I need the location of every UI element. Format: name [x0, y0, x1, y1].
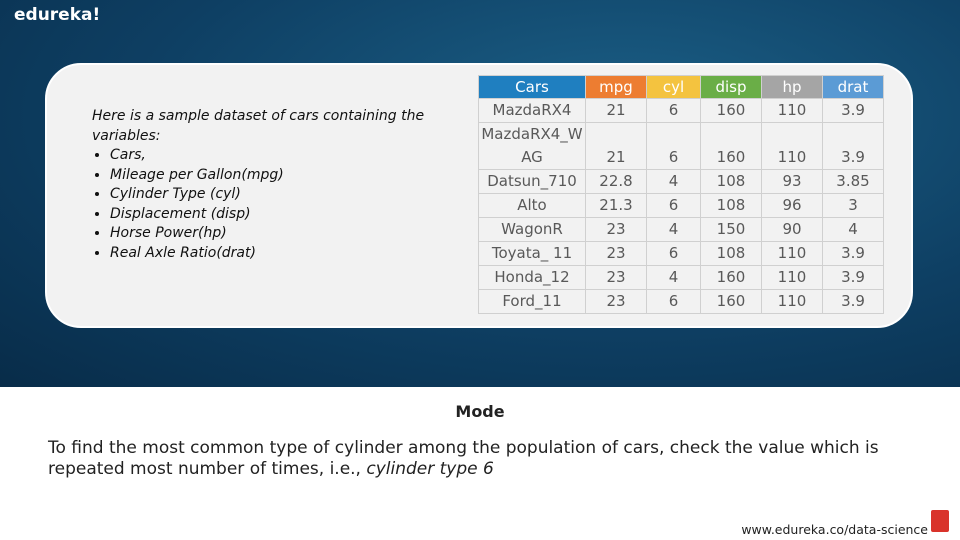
table-cell: 110: [761, 265, 823, 290]
table-cell: 93: [761, 169, 823, 194]
table-cell: 108: [700, 241, 762, 266]
table-cell: 4: [646, 265, 701, 290]
table-cell: Datsun_710: [478, 169, 586, 194]
bullet-list: Cars,Mileage per Gallon(mpg)Cylinder Typ…: [92, 146, 442, 263]
subscribe-icon[interactable]: [931, 510, 949, 532]
table-cell: 21.3: [585, 193, 647, 218]
table-cell: 160: [700, 289, 762, 314]
table-cell: 108: [700, 193, 762, 218]
table-cell: Toyata_ 11: [478, 241, 586, 266]
table-cell: 6: [646, 98, 701, 123]
table-body: MazdaRX4 21 6 160 110 3.9 MazdaRX4_WAG 21 6 160 11…: [478, 98, 884, 314]
table-cell: 110: [761, 98, 823, 123]
table-cell: 4: [822, 217, 884, 242]
table-cell: 6: [646, 289, 701, 314]
table-cell: 23: [585, 217, 647, 242]
table-cell: 21: [585, 98, 647, 123]
table-cell: 6: [646, 241, 701, 266]
table-cell: 160: [700, 98, 762, 123]
table-row: Honda_12 23 4 160 110 3.9: [478, 265, 884, 290]
table-cell: 3: [822, 193, 884, 218]
table-row: WagonR 23 4 150 90 4: [478, 217, 884, 242]
table-cell: 23: [585, 241, 647, 266]
table-cell: 110: [761, 289, 823, 314]
table-row: Toyata_ 11 23 6 108 110 3.9: [478, 241, 884, 266]
table-cell: 22.8: [585, 169, 647, 194]
bullet: Cars,: [110, 146, 442, 166]
table-cell: 150: [700, 217, 762, 242]
column-header: Cars: [478, 75, 586, 99]
table-cell: MazdaRX4_WAG: [478, 122, 586, 170]
column-header: cyl: [646, 75, 701, 99]
table-cell: Alto: [478, 193, 586, 218]
table-row: Datsun_710 22.8 4 108 93 3.85: [478, 169, 884, 194]
table-cell: Honda_12: [478, 265, 586, 290]
table-cell: 6: [646, 122, 701, 170]
table-cell: 4: [646, 169, 701, 194]
banner: edureka! Here is a sample dataset of car…: [0, 0, 960, 387]
table-cell: 160: [700, 122, 762, 170]
table-cell: 23: [585, 289, 647, 314]
table-cell: 23: [585, 265, 647, 290]
table-row: Alto 21.3 6 108 96 3: [478, 193, 884, 218]
table-cell: 110: [761, 241, 823, 266]
data-table: Cars mpg cyl disp hp drat MazdaRX4 21 6 160 110 3.…: [478, 75, 884, 314]
section-title: Mode: [455, 402, 505, 421]
table-cell: 3.9: [822, 265, 884, 290]
bullet: Mileage per Gallon(mpg): [110, 166, 442, 186]
table-row: Ford_11 23 6 160 110 3.9: [478, 289, 884, 314]
table-cell: 3.85: [822, 169, 884, 194]
table-cell: 3.9: [822, 122, 884, 170]
table-row: MazdaRX4_WAG 21 6 160 110 3.9: [478, 122, 884, 170]
table-cell: 3.9: [822, 98, 884, 123]
table-cell: 4: [646, 217, 701, 242]
footer-url: www.edureka.co/data-science: [741, 522, 928, 537]
header-row: Cars mpg cyl disp hp drat: [478, 75, 884, 99]
section-text: To find the most common type of cylinder…: [48, 438, 928, 480]
column-header: mpg: [585, 75, 647, 99]
column-header: disp: [700, 75, 762, 99]
table-cell: 160: [700, 265, 762, 290]
column-header: drat: [822, 75, 884, 99]
bullet: Displacement (disp): [110, 205, 442, 225]
table-cell: 108: [700, 169, 762, 194]
table-cell: 3.9: [822, 241, 884, 266]
column-header: hp: [761, 75, 823, 99]
bullet: Cylinder Type (cyl): [110, 185, 442, 205]
table-cell: 90: [761, 217, 823, 242]
logo: edureka!: [14, 5, 101, 25]
table-cell: 21: [585, 122, 647, 170]
table-cell: MazdaRX4: [478, 98, 586, 123]
table-cell: 96: [761, 193, 823, 218]
table-cell: 3.9: [822, 289, 884, 314]
emphasis: cylinder type 6: [366, 459, 494, 479]
table-cell: 110: [761, 122, 823, 170]
body-text: To find the most common type of cylinder…: [48, 438, 879, 479]
table-row: MazdaRX4 21 6 160 110 3.9: [478, 98, 884, 123]
bullet: Real Axle Ratio(drat): [110, 244, 442, 264]
intro: Here is a sample dataset of cars contain…: [92, 107, 442, 263]
table-cell: WagonR: [478, 217, 586, 242]
table-cell: Ford_11: [478, 289, 586, 314]
table-cell: 6: [646, 193, 701, 218]
intro-text: Here is a sample dataset of cars contain…: [92, 108, 425, 144]
bullet: Horse Power(hp): [110, 224, 442, 244]
